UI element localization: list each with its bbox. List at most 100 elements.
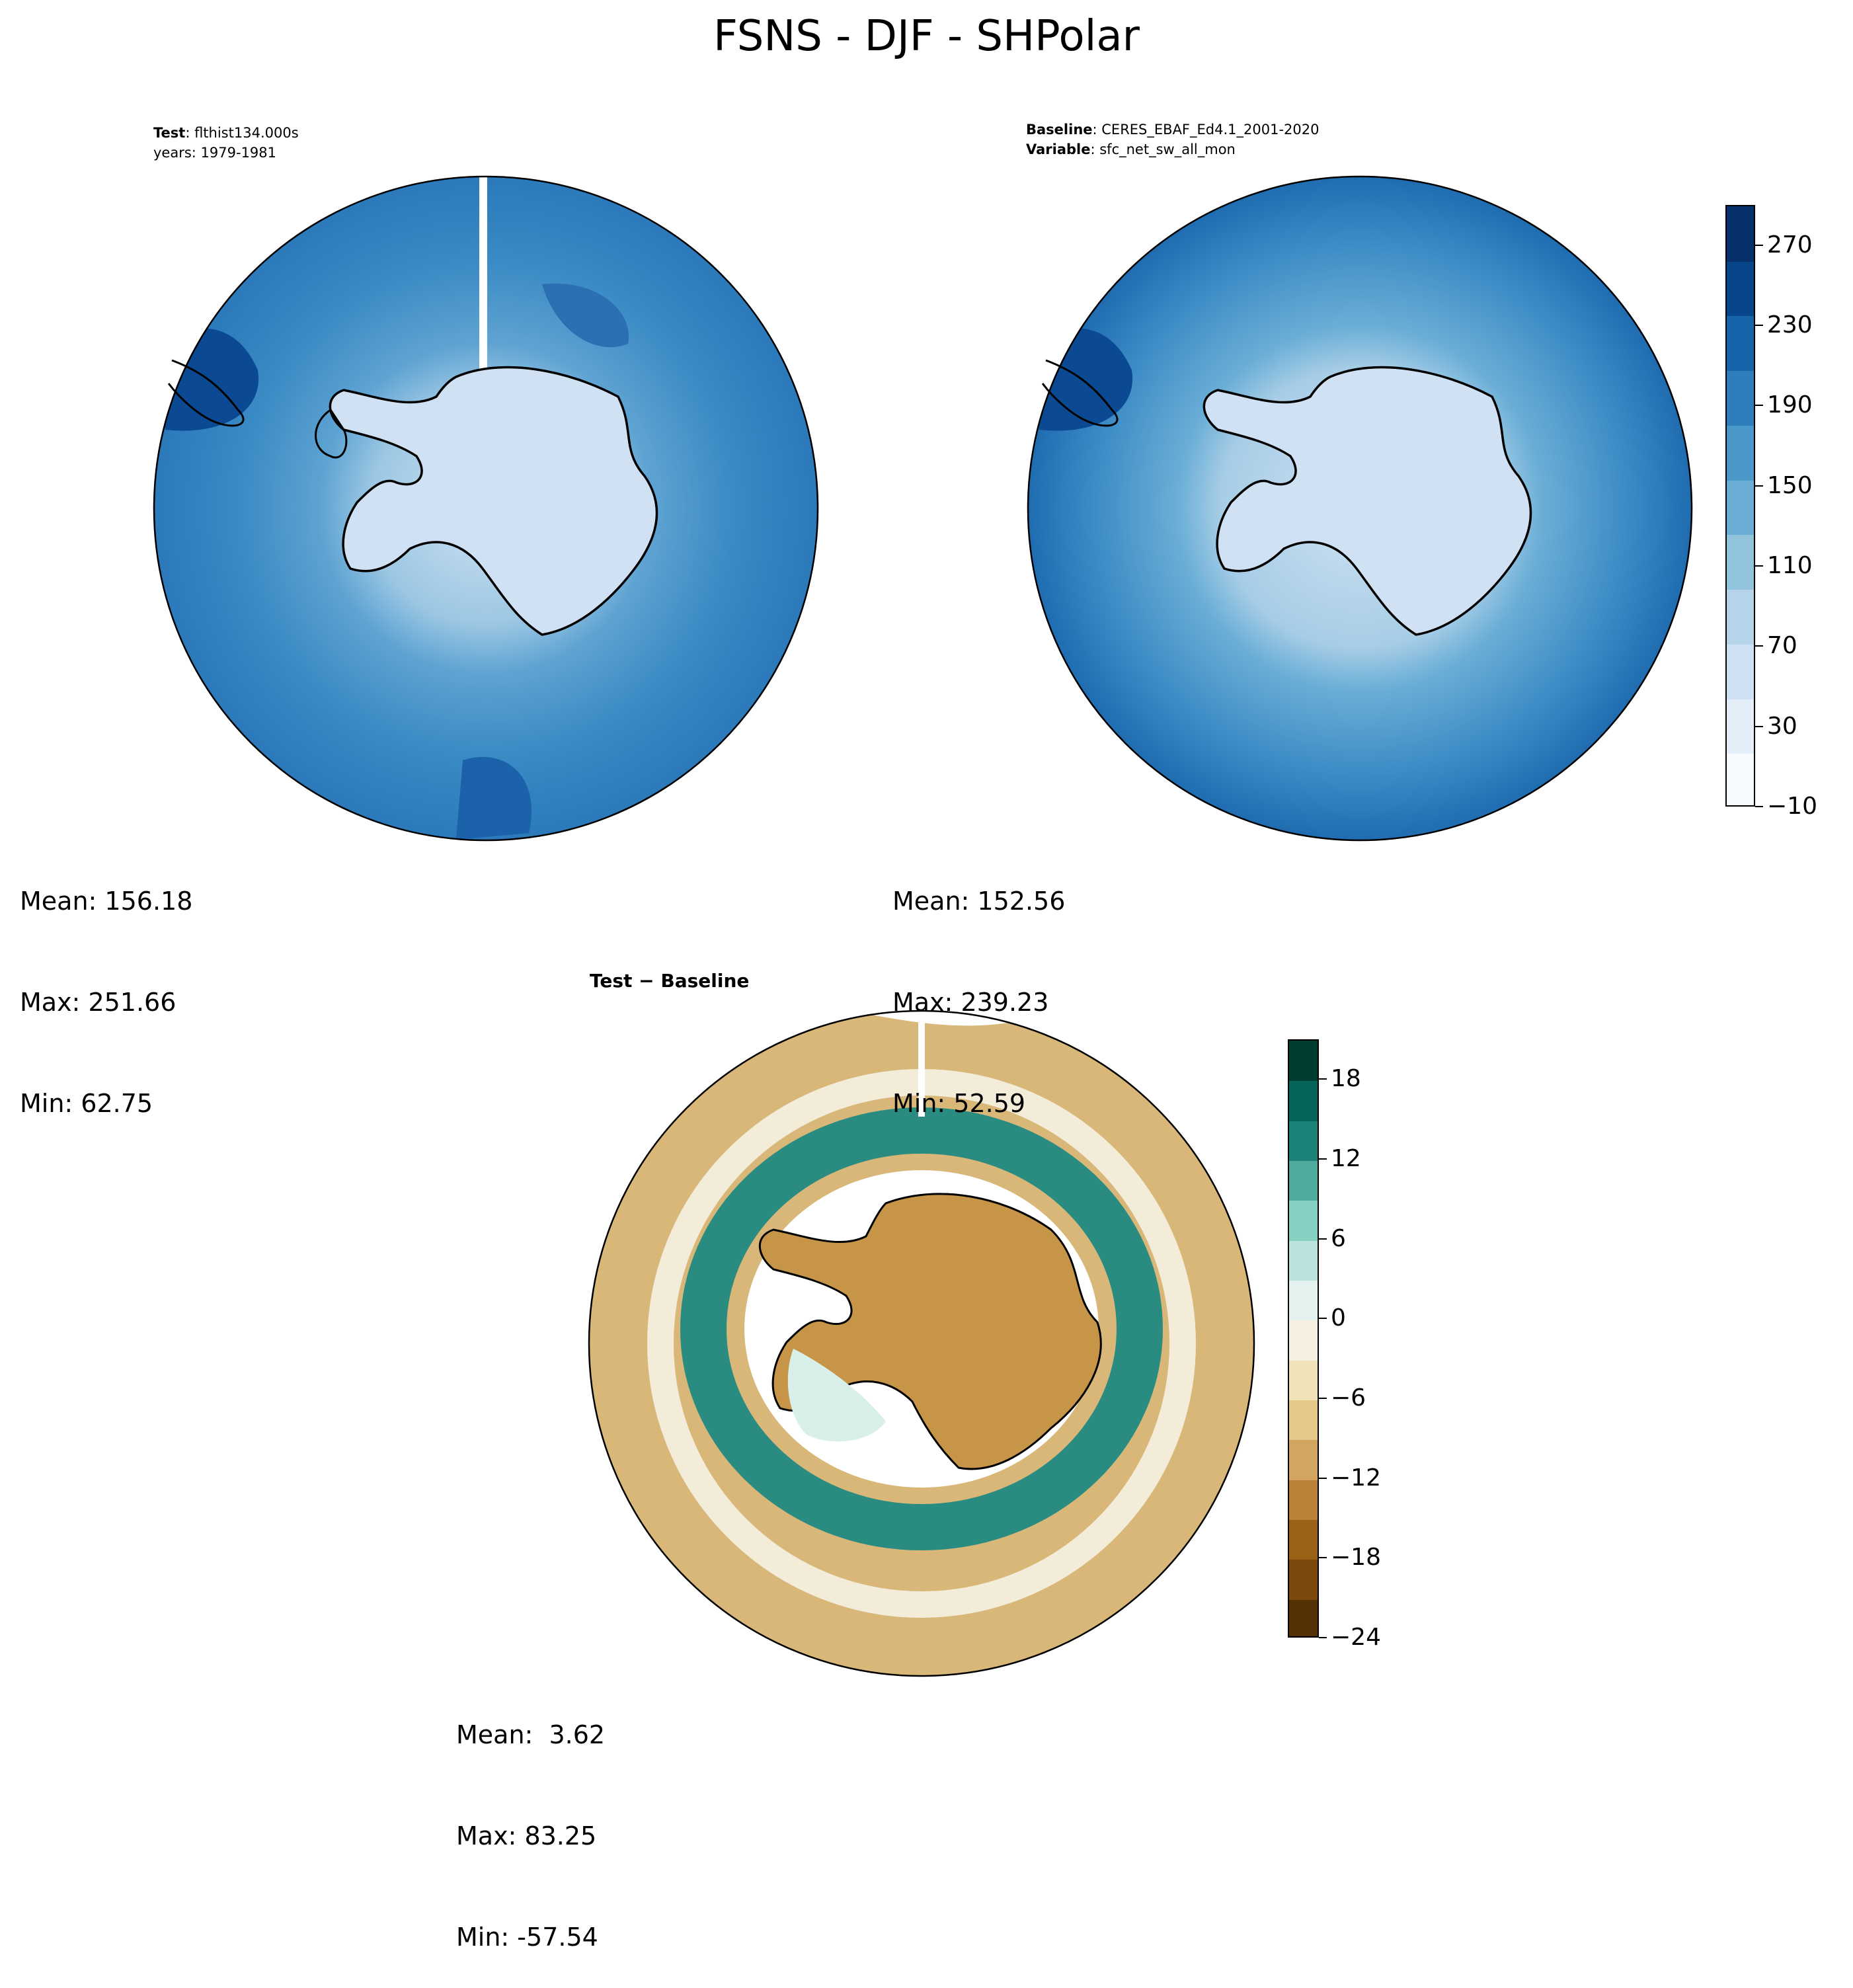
diff-positive-ring — [680, 1107, 1163, 1550]
colorbar-segment — [1727, 206, 1754, 262]
colorbar-tick — [1755, 725, 1763, 727]
colorbar-segment — [1289, 1280, 1318, 1321]
test-band — [542, 283, 629, 348]
baseline-label-value: : CERES_EBAF_Ed4.1_2001-2020 — [1092, 122, 1320, 138]
colorbar-segment — [1289, 1041, 1318, 1082]
baseline-stats: Mean: 152.56 Max: 239.23 Min: 52.59 — [892, 817, 1065, 1154]
colorbar-segment — [1727, 534, 1754, 590]
colorbar-tick-label: 6 — [1331, 1224, 1346, 1252]
colorbar-segment — [1727, 260, 1754, 317]
colorbar-tick — [1755, 485, 1763, 487]
colorbar-tick-label: −10 — [1767, 793, 1817, 820]
test-high-region-south — [456, 756, 532, 840]
colorbar-segment — [1289, 1359, 1318, 1400]
test-stats: Mean: 156.18 Max: 251.66 Min: 62.75 — [20, 817, 192, 1154]
colorbar-segment — [1289, 1120, 1318, 1161]
colorbar-tick — [1319, 1637, 1327, 1638]
baseline-max: Max: 239.23 — [892, 988, 1049, 1017]
colorbar-segment — [1727, 424, 1754, 481]
colorbar-tick — [1319, 1318, 1327, 1320]
colorbar-tick-label: 18 — [1331, 1065, 1361, 1093]
colorbar-tick — [1755, 325, 1763, 326]
test-south-america-outline — [167, 359, 245, 427]
diff-missing-strip — [918, 1011, 925, 1117]
diff-colorbar — [1288, 1039, 1319, 1638]
colorbar-tick — [1755, 806, 1763, 807]
test-label-bold: Test — [153, 125, 186, 141]
baseline-south-america-outline — [1041, 359, 1119, 427]
colorbar-tick-label: 150 — [1767, 471, 1813, 499]
colorbar-tick-label: −24 — [1331, 1624, 1381, 1651]
colorbar-segment — [1289, 1479, 1318, 1520]
variable-label-value: : sfc_net_sw_all_mon — [1090, 141, 1236, 157]
test-peninsula-outline — [315, 408, 348, 459]
colorbar-tick — [1319, 1477, 1327, 1479]
colorbar-segment — [1289, 1320, 1318, 1361]
diff-stats: Mean: 3.62 Max: 83.25 Min: -57.54 — [456, 1651, 605, 1988]
colorbar-tick-label: 230 — [1767, 311, 1813, 338]
colorbar-segment — [1727, 479, 1754, 536]
colorbar-segment — [1289, 1599, 1318, 1636]
colorbar-tick — [1319, 1238, 1327, 1240]
colorbar-tick-label: 70 — [1767, 632, 1797, 660]
colorbar-tick-label: 0 — [1331, 1304, 1346, 1332]
colorbar-segment — [1289, 1080, 1318, 1121]
colorbar-tick — [1319, 1158, 1327, 1160]
diff-label: Test − Baseline — [590, 971, 749, 991]
diff-max: Max: 83.25 — [456, 1821, 597, 1850]
colorbar-segment — [1727, 589, 1754, 645]
test-map — [153, 175, 819, 842]
test-label: Test: flthist134.000s years: 1979-1981 — [153, 123, 299, 163]
test-years-label: years: 1979-1981 — [153, 145, 277, 161]
figure-title: FSNS - DJF - SHPolar — [713, 12, 1140, 61]
colorbar-tick-label: −12 — [1331, 1464, 1381, 1491]
colorbar-segment — [1289, 1240, 1318, 1281]
test-max: Max: 251.66 — [20, 988, 177, 1017]
test-label-value: : flthist134.000s — [185, 125, 299, 141]
colorbar-tick-label: 270 — [1767, 231, 1813, 258]
colorbar-segment — [1289, 1439, 1318, 1480]
main-colorbar — [1725, 205, 1755, 807]
colorbar-tick — [1319, 1398, 1327, 1399]
diff-min: Min: -57.54 — [456, 1923, 598, 1952]
baseline-map — [1027, 175, 1693, 842]
colorbar-tick — [1755, 244, 1763, 246]
test-min: Min: 62.75 — [20, 1089, 153, 1118]
colorbar-tick — [1755, 405, 1763, 407]
diff-map — [588, 1010, 1255, 1677]
colorbar-tick-label: 12 — [1331, 1145, 1361, 1172]
maps-canvas — [153, 175, 1693, 1677]
baseline-min: Min: 52.59 — [892, 1089, 1026, 1118]
colorbar-segment — [1289, 1160, 1318, 1201]
colorbar-segment — [1727, 370, 1754, 426]
diff-label-bold: Test − Baseline — [590, 970, 750, 992]
diff-west-positive — [787, 1349, 886, 1442]
colorbar-tick-label: 190 — [1767, 391, 1813, 419]
colorbar-tick — [1755, 565, 1763, 567]
colorbar-tick-label: 30 — [1767, 712, 1797, 740]
colorbar-segment — [1289, 1200, 1318, 1241]
baseline-label: Baseline: CERES_EBAF_Ed4.1_2001-2020 Var… — [1026, 120, 1319, 159]
baseline-mean: Mean: 152.56 — [892, 887, 1066, 916]
colorbar-tick — [1319, 1078, 1327, 1080]
colorbar-segment — [1289, 1559, 1318, 1600]
colorbar-segment — [1289, 1519, 1318, 1560]
colorbar-tick — [1755, 645, 1763, 647]
baseline-label-bold: Baseline — [1026, 122, 1093, 138]
baseline-antarctica-outline — [1202, 366, 1532, 636]
diff-mean: Mean: 3.62 — [456, 1720, 606, 1749]
colorbar-tick-label: −18 — [1331, 1544, 1381, 1571]
colorbar-segment — [1727, 643, 1754, 699]
test-map-boundary — [153, 175, 819, 842]
colorbar-tick — [1319, 1557, 1327, 1559]
colorbar-segment — [1727, 315, 1754, 372]
colorbar-segment — [1727, 753, 1754, 805]
colorbar-segment — [1289, 1400, 1318, 1441]
baseline-map-boundary — [1027, 175, 1693, 842]
variable-label-bold: Variable — [1026, 141, 1091, 157]
test-mean: Mean: 156.18 — [20, 887, 193, 916]
colorbar-tick-label: 110 — [1767, 552, 1813, 579]
diff-map-boundary — [588, 1010, 1255, 1677]
colorbar-segment — [1727, 698, 1754, 754]
colorbar-tick-label: −6 — [1331, 1384, 1366, 1411]
